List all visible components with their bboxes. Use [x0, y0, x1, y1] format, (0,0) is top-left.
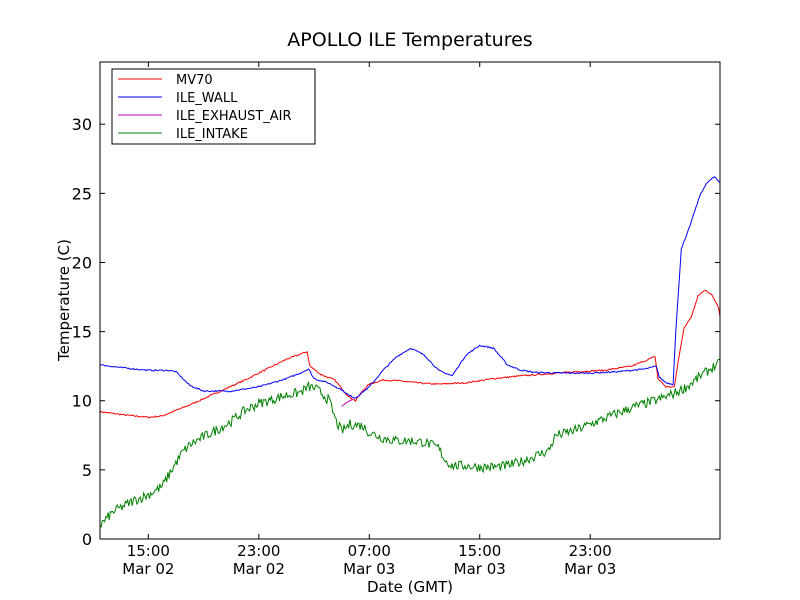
y-tick-label: 0	[82, 530, 92, 549]
x-tick-label-date: Mar 02	[122, 560, 174, 578]
legend-label-ile-wall: ILE_WALL	[176, 91, 238, 106]
series-line-ile-intake	[100, 358, 720, 529]
x-tick-label-time: 15:00	[458, 542, 501, 560]
y-tick-label: 20	[72, 253, 92, 272]
series-line-ile-exhaust-air	[341, 398, 353, 407]
chart-title: APOLLO ILE Temperatures	[287, 29, 532, 51]
series-line-mv70	[100, 289, 720, 419]
x-tick-label-time: 15:00	[127, 542, 170, 560]
y-tick-label: 25	[72, 184, 92, 203]
y-tick-label: 15	[72, 323, 92, 342]
y-axis-label: Temperature (C)	[55, 239, 73, 362]
x-tick-label-date: Mar 03	[564, 560, 616, 578]
x-tick-label-time: 23:00	[569, 542, 612, 560]
x-tick-label-time: 23:00	[237, 542, 280, 560]
series-layer	[100, 176, 720, 529]
plot-area-frame	[99, 61, 721, 540]
legend-box	[111, 68, 316, 145]
x-tick-label-time: 07:00	[348, 542, 391, 560]
legend-label-mv70: MV70	[176, 73, 213, 88]
y-tick-label: 10	[72, 392, 92, 411]
legend-label-ile-intake: ILE_INTAKE	[176, 127, 248, 142]
x-tick-label-date: Mar 03	[454, 560, 506, 578]
y-tick-label: 30	[72, 115, 92, 134]
series-line-ile-wall	[100, 176, 720, 399]
x-axis-label: Date (GMT)	[367, 578, 453, 596]
x-tick-label-date: Mar 02	[233, 560, 285, 578]
legend: MV70 ILE_WALL ILE_EXHAUST_AIR ILE_INTAKE	[111, 68, 316, 145]
y-tick-label: 5	[82, 461, 92, 480]
x-tick-label-date: Mar 03	[343, 560, 395, 578]
legend-label-ile-exhaust-air: ILE_EXHAUST_AIR	[176, 109, 292, 124]
